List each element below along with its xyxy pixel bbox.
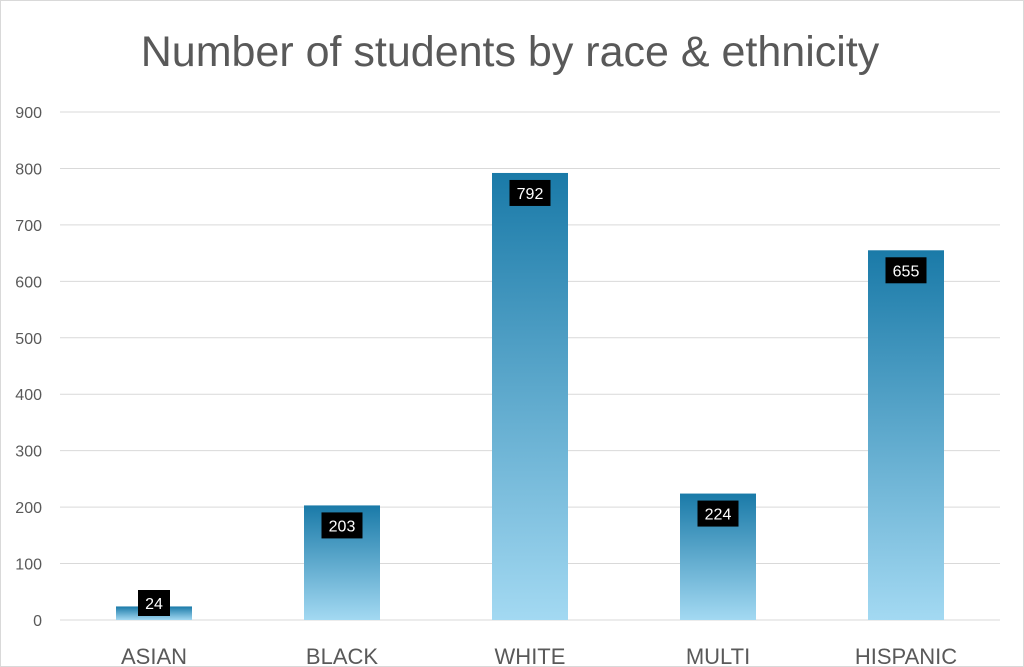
data-label: 224 (705, 507, 732, 524)
y-tick-label: 100 (15, 557, 42, 574)
chart-title: Number of students by race & ethnicity (140, 28, 880, 76)
x-category-label: ASIAN (121, 644, 187, 667)
x-category-label: HISPANIC (855, 644, 957, 667)
x-category-label: BLACK (306, 644, 378, 667)
y-tick-label: 300 (15, 444, 42, 461)
y-tick-label: 800 (15, 161, 42, 178)
data-label: 203 (329, 518, 356, 535)
y-tick-label: 200 (15, 500, 42, 517)
y-tick-label: 400 (15, 387, 42, 404)
x-category-label: MULTI (686, 644, 750, 667)
x-axis-categories: ASIAN BLACK WHITE MULTI HISPANIC (121, 644, 957, 667)
y-tick-label: 600 (15, 274, 42, 291)
y-tick-label: 500 (15, 331, 42, 348)
y-tick-label: 700 (15, 218, 42, 235)
bar (492, 172, 568, 620)
y-axis-ticks: 0 100 200 300 400 500 600 700 800 900 (15, 105, 42, 630)
bar (868, 250, 944, 621)
data-label-box (509, 179, 551, 206)
data-label-box (697, 500, 739, 527)
data-label-box (885, 257, 927, 284)
y-tick-label: 0 (33, 613, 42, 630)
data-labels: 24 203 792 224 655 (138, 179, 927, 616)
data-label: 792 (517, 186, 544, 203)
x-category-label: WHITE (495, 644, 566, 667)
data-label: 655 (893, 263, 920, 280)
data-label-box (321, 512, 363, 539)
data-label-box (138, 590, 170, 616)
data-label: 24 (145, 596, 163, 613)
bars (116, 172, 944, 621)
y-tick-label: 900 (15, 105, 42, 122)
